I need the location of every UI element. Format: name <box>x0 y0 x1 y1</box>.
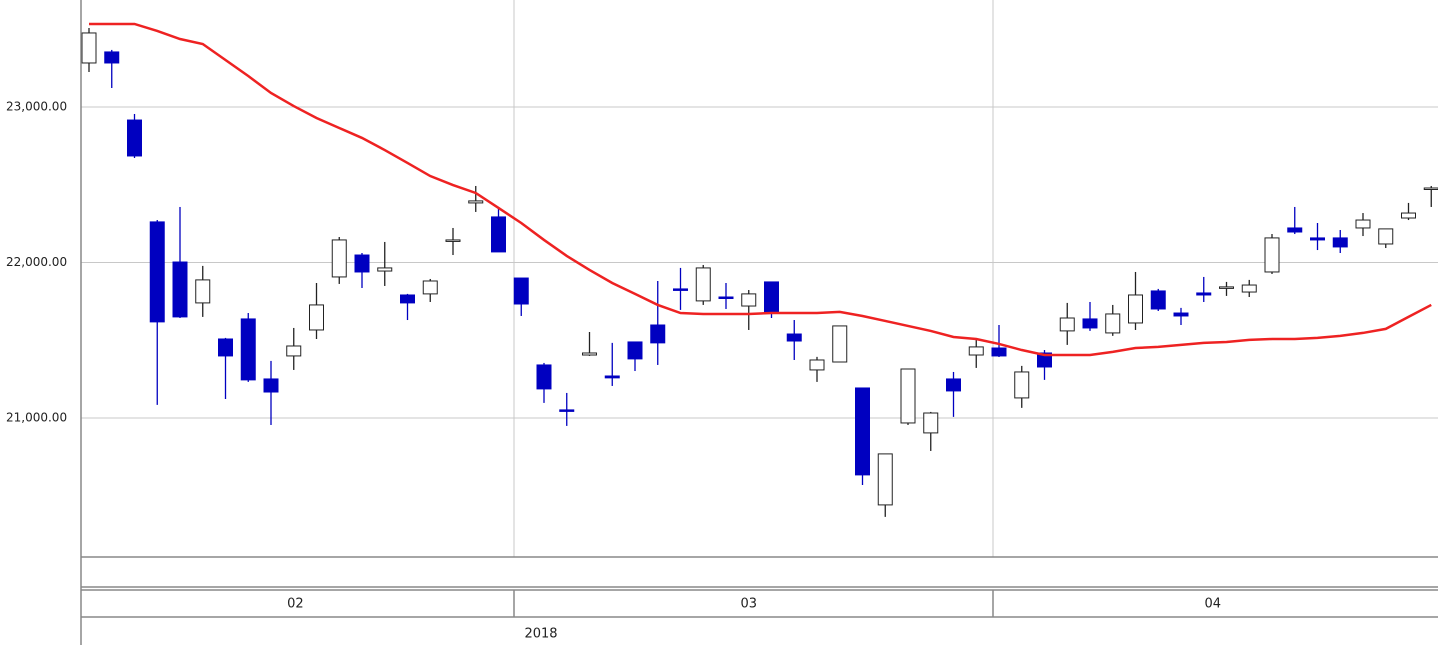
y-tick-label: 21,000.00 <box>6 410 67 424</box>
candle-body <box>559 409 575 412</box>
candle-body <box>741 293 757 307</box>
candle-body <box>1082 318 1098 329</box>
candle-body <box>809 359 825 371</box>
candle-body <box>1173 312 1189 317</box>
candle-body <box>331 239 347 278</box>
candle-body <box>604 375 620 379</box>
candle-body <box>900 368 916 424</box>
year-label: 2018 <box>524 627 557 642</box>
candle-body <box>1423 187 1438 190</box>
candle-body <box>1241 284 1257 293</box>
candle-body <box>832 325 848 363</box>
candle-body <box>240 318 256 381</box>
month-label: 02 <box>287 597 304 612</box>
candle-body <box>422 280 438 295</box>
candle-body <box>855 387 870 476</box>
candle-body <box>673 288 688 291</box>
candle-body <box>1264 237 1280 273</box>
candle-body <box>400 294 415 304</box>
candle-body <box>627 341 643 360</box>
candle-body <box>104 51 120 64</box>
candle-body <box>786 333 802 342</box>
candle-body <box>491 216 506 253</box>
candle-body <box>695 267 711 302</box>
candle-body <box>1150 290 1166 310</box>
candle-body <box>127 119 142 157</box>
candle-body <box>1196 292 1212 296</box>
candle-body <box>536 364 552 390</box>
candle-body <box>1219 286 1234 289</box>
candle-body <box>968 346 984 356</box>
grid <box>81 106 1438 419</box>
candle-body <box>877 453 893 506</box>
candle-body <box>1355 219 1371 229</box>
candle-body <box>1378 228 1394 245</box>
month-label: 03 <box>740 597 757 612</box>
candle-body <box>81 32 97 64</box>
candle-body <box>263 378 279 393</box>
candle-body <box>1037 352 1052 368</box>
candle-body <box>1128 294 1143 324</box>
candle-body <box>650 324 666 344</box>
moving-average-line <box>89 22 1432 357</box>
candle-body <box>309 304 324 331</box>
candle-body <box>195 279 211 304</box>
candle-body <box>1287 227 1303 233</box>
candle-body <box>1014 371 1030 399</box>
candle-body <box>468 200 484 204</box>
candle-body <box>1310 237 1325 241</box>
candle-body <box>354 254 370 273</box>
plot-area <box>81 22 1438 517</box>
candle-body <box>1105 313 1121 334</box>
candle-body <box>718 296 734 300</box>
month-label: 04 <box>1205 597 1222 612</box>
candle-body <box>1332 237 1348 248</box>
candle-body <box>172 261 188 318</box>
candle-body <box>218 338 233 357</box>
candle-body <box>1401 212 1416 219</box>
candle-body <box>582 352 597 356</box>
y-tick-label: 22,000.00 <box>6 255 67 269</box>
candle-body <box>445 239 461 242</box>
candle-body <box>513 277 529 305</box>
candle-body <box>946 378 961 392</box>
candle-body <box>764 281 779 314</box>
candle-body <box>1059 317 1075 332</box>
candle-body <box>991 347 1007 357</box>
candle-body <box>377 267 393 272</box>
candle-body <box>149 221 165 323</box>
candle-body <box>923 412 939 434</box>
candle-body <box>286 345 302 357</box>
y-tick-label: 23,000.00 <box>6 99 67 113</box>
